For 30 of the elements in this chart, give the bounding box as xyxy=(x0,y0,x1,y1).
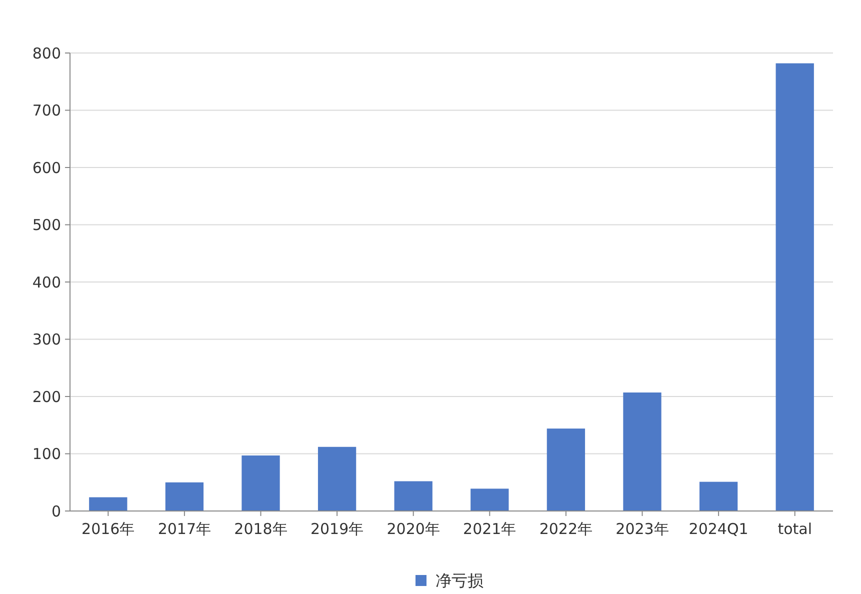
x-tick-label: 2020年 xyxy=(386,520,440,538)
x-tick-label: 2019年 xyxy=(310,520,364,538)
y-tick-label: 0 xyxy=(51,502,61,520)
y-tick-label: 300 xyxy=(32,330,61,348)
bar xyxy=(89,497,128,511)
y-tick-label: 600 xyxy=(32,158,61,177)
y-tick-label: 800 xyxy=(32,44,61,62)
bar xyxy=(394,481,432,511)
y-tick-label: 400 xyxy=(32,273,61,292)
y-tick-label: 700 xyxy=(32,102,61,120)
x-tick-label: 2024Q1 xyxy=(688,520,748,538)
bar xyxy=(165,482,204,511)
y-tick-label: 200 xyxy=(32,388,61,406)
bar xyxy=(699,482,738,511)
bar xyxy=(318,446,356,511)
bar xyxy=(546,428,586,511)
x-tick-label: 2023年 xyxy=(616,520,669,538)
legend-label: 净亏损 xyxy=(436,571,484,590)
x-tick-label: 2017年 xyxy=(158,520,212,538)
x-tick-label: 2018年 xyxy=(234,520,288,538)
bar xyxy=(623,392,662,511)
x-tick-label: 2022年 xyxy=(539,520,593,538)
bar xyxy=(470,488,509,511)
bar xyxy=(776,63,814,511)
y-tick-label: 100 xyxy=(32,445,61,463)
x-tick-label: total xyxy=(778,520,812,538)
x-tick-label: 2016年 xyxy=(82,520,135,538)
x-tick-label: 2021年 xyxy=(463,520,516,538)
bar xyxy=(242,455,280,511)
y-tick-label: 500 xyxy=(32,216,61,234)
